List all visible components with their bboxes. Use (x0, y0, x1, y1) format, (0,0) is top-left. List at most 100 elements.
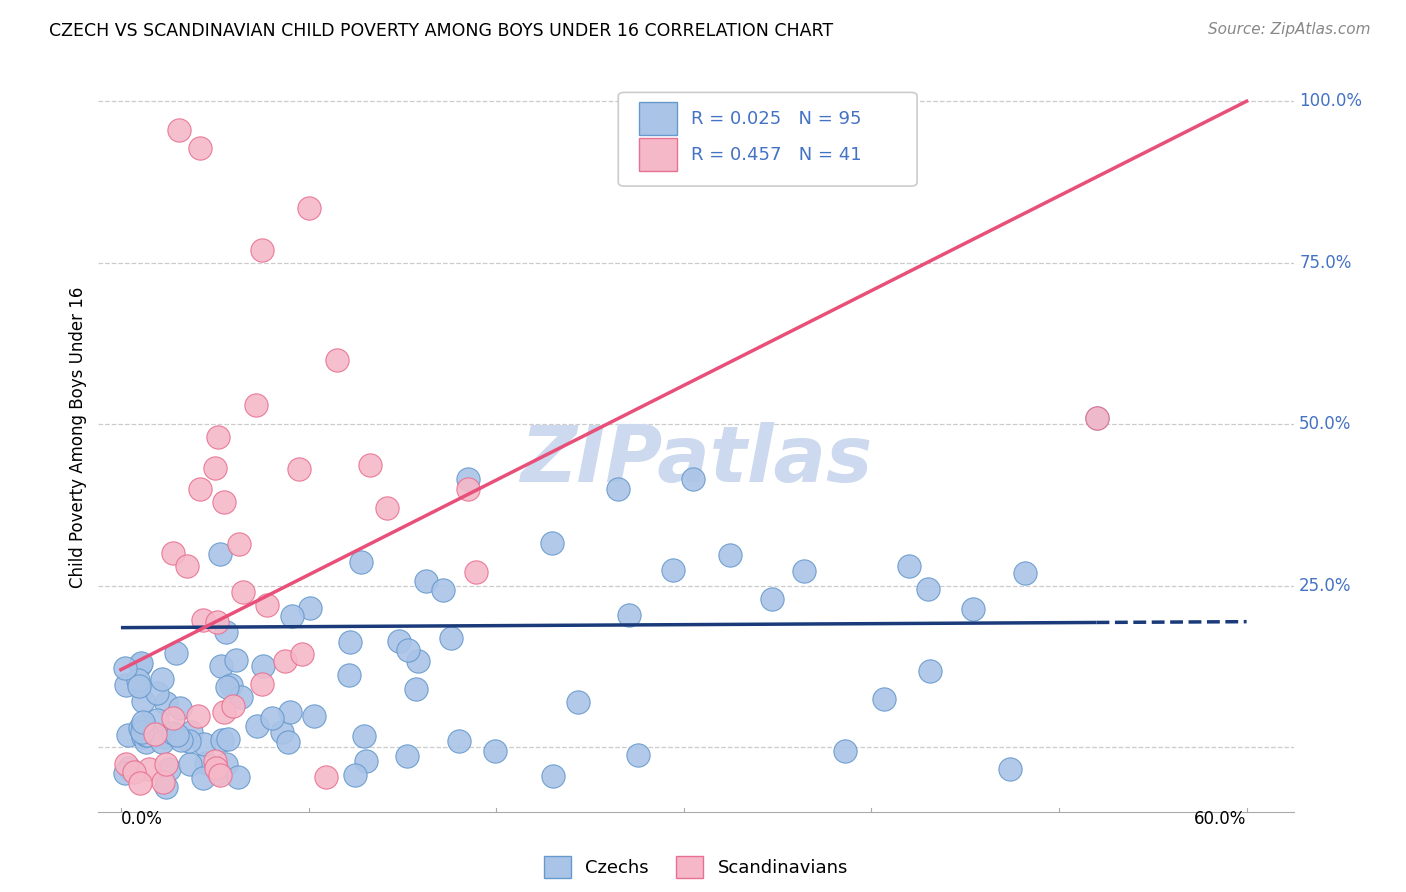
Point (315, 770, 337, 784)
Point (135, 728, 157, 742)
Point (215, 757, 238, 772)
Point (271, 724, 294, 739)
Point (962, 602, 984, 616)
Point (180, 724, 202, 739)
Point (162, 711, 184, 725)
Point (207, 430, 229, 444)
Text: R = 0.025   N = 95: R = 0.025 N = 95 (692, 110, 862, 128)
Text: R = 0.457   N = 41: R = 0.457 N = 41 (692, 145, 862, 163)
Point (131, 714, 153, 729)
Point (682, 472, 704, 486)
Point (211, 732, 233, 747)
Text: 0.0%: 0.0% (121, 811, 163, 829)
Point (920, 665, 942, 679)
Point (118, 761, 141, 775)
Point (219, 678, 242, 692)
Point (212, 705, 235, 719)
Text: 25.0%: 25.0% (1299, 576, 1351, 595)
Point (209, 659, 232, 673)
Point (229, 690, 252, 705)
Point (114, 661, 136, 675)
Point (188, 482, 211, 496)
Point (207, 766, 229, 780)
Point (1014, 566, 1036, 581)
Y-axis label: Child Poverty Among Boys Under 16: Child Poverty Among Boys Under 16 (69, 286, 87, 588)
Point (897, 559, 920, 574)
Point (567, 695, 589, 709)
Point (135, 734, 157, 748)
Point (406, 654, 429, 668)
Point (1000, 763, 1022, 777)
Point (131, 724, 153, 739)
Point (226, 771, 249, 785)
Point (396, 642, 419, 657)
Point (176, 559, 198, 574)
Point (277, 734, 299, 748)
Point (465, 565, 488, 579)
Point (166, 728, 188, 742)
Point (405, 681, 427, 696)
Point (1085, 410, 1108, 425)
Point (131, 656, 153, 670)
Point (440, 631, 463, 645)
Point (129, 658, 152, 673)
Point (256, 598, 278, 612)
FancyBboxPatch shape (638, 103, 676, 135)
Point (143, 727, 166, 741)
Point (165, 646, 187, 660)
Point (129, 775, 152, 789)
Point (484, 744, 506, 758)
Point (152, 775, 174, 789)
Point (232, 585, 254, 599)
Text: 75.0%: 75.0% (1299, 253, 1351, 272)
Point (209, 547, 232, 561)
Point (246, 719, 269, 733)
Point (250, 243, 273, 257)
Point (415, 574, 437, 589)
Point (541, 769, 564, 783)
Point (167, 123, 190, 137)
Point (212, 494, 235, 508)
Point (245, 398, 267, 412)
Point (325, 352, 347, 367)
Text: 50.0%: 50.0% (1299, 415, 1351, 434)
Point (162, 726, 184, 740)
Point (135, 728, 157, 742)
Point (205, 615, 228, 629)
Point (187, 709, 209, 723)
Point (339, 668, 361, 682)
Point (359, 458, 381, 472)
Point (146, 685, 169, 699)
Point (627, 747, 650, 762)
Point (718, 548, 741, 562)
Point (395, 749, 418, 764)
Point (354, 755, 377, 769)
Point (217, 732, 239, 747)
Point (280, 705, 302, 719)
Point (177, 734, 200, 748)
Point (1085, 410, 1108, 425)
Point (215, 625, 238, 640)
Point (344, 768, 367, 782)
Point (339, 634, 361, 648)
Point (169, 701, 191, 715)
Point (375, 501, 398, 516)
Point (228, 537, 250, 551)
FancyBboxPatch shape (638, 138, 676, 171)
Point (288, 462, 311, 476)
Point (298, 601, 321, 615)
Point (302, 708, 325, 723)
Point (274, 654, 297, 668)
Point (432, 583, 454, 598)
Point (447, 733, 470, 747)
Point (127, 673, 149, 688)
Point (115, 756, 138, 771)
Point (115, 677, 138, 691)
Point (129, 721, 152, 735)
Point (191, 613, 214, 627)
Point (157, 762, 180, 776)
Point (195, 756, 218, 770)
Point (457, 482, 479, 496)
Point (457, 472, 479, 486)
FancyBboxPatch shape (619, 93, 917, 186)
